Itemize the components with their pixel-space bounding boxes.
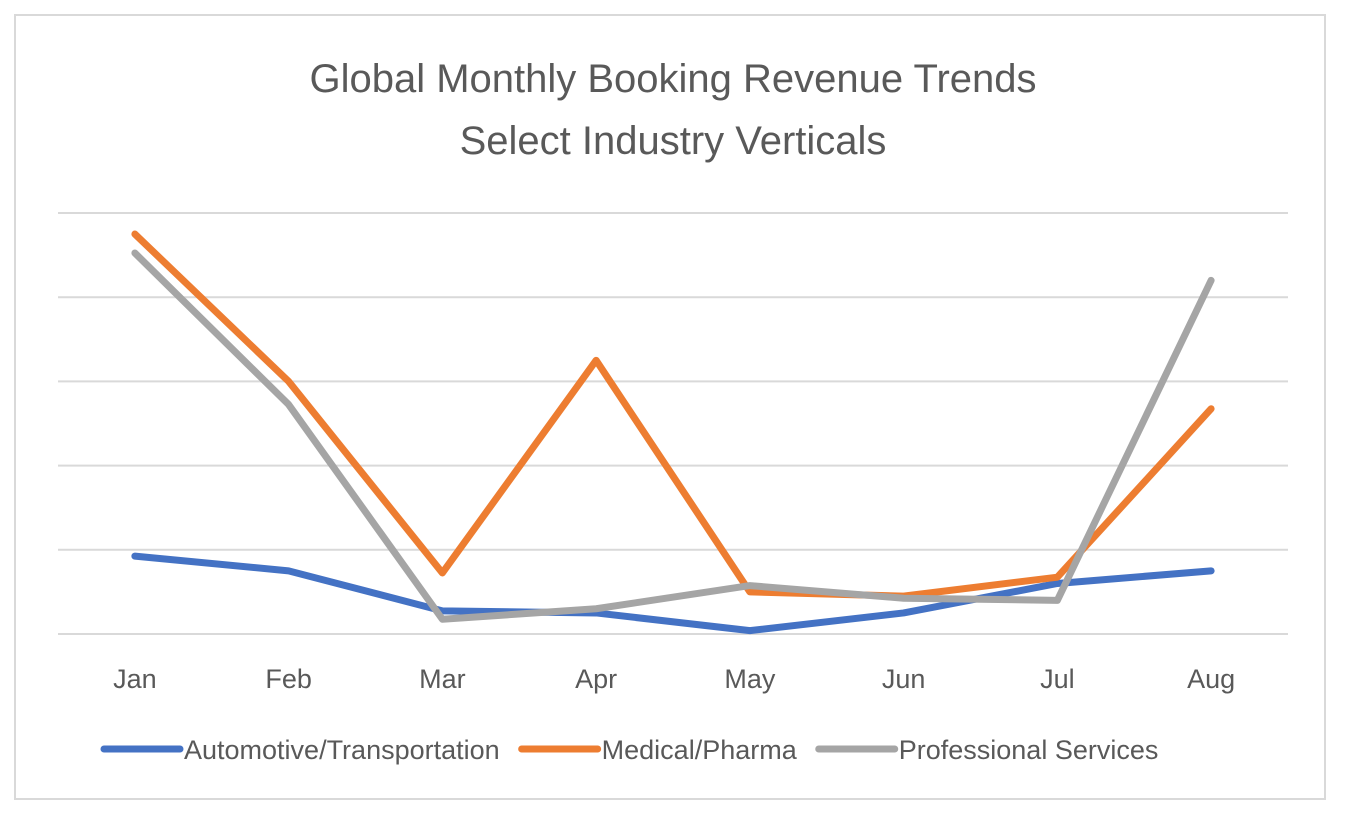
x-tick-label: Jun [882, 664, 926, 694]
x-tick-label: May [724, 664, 776, 694]
series-line-automotive-transportation [131, 552, 1215, 635]
series-line-medical-pharma [131, 230, 1215, 600]
legend-label: Medical/Pharma [602, 735, 798, 765]
x-tick-label: Apr [575, 664, 617, 694]
legend: Automotive/Transportation Medical/Pharma P… [100, 735, 1159, 765]
gridlines [58, 212, 1288, 635]
x-tick-label: Jul [1040, 664, 1075, 694]
chart-area: Global Monthly Booking Revenue Trends Se… [14, 14, 1326, 800]
x-tick-label: Jan [113, 664, 157, 694]
series-line-professional-services [131, 249, 1215, 623]
series-lines [131, 230, 1215, 635]
x-axis-tick-labels: Jan Feb Mar Apr May Jun Jul Aug [113, 664, 1235, 694]
legend-label: Automotive/Transportation [184, 735, 500, 765]
chart-subtitle: Select Industry Verticals [460, 119, 887, 163]
x-tick-label: Mar [419, 664, 466, 694]
chart-title: Global Monthly Booking Revenue Trends [309, 57, 1036, 101]
x-tick-label: Feb [265, 664, 312, 694]
line-chart: Global Monthly Booking Revenue Trends Se… [58, 57, 1288, 765]
x-tick-label: Aug [1187, 664, 1235, 694]
legend-label: Professional Services [899, 735, 1159, 765]
